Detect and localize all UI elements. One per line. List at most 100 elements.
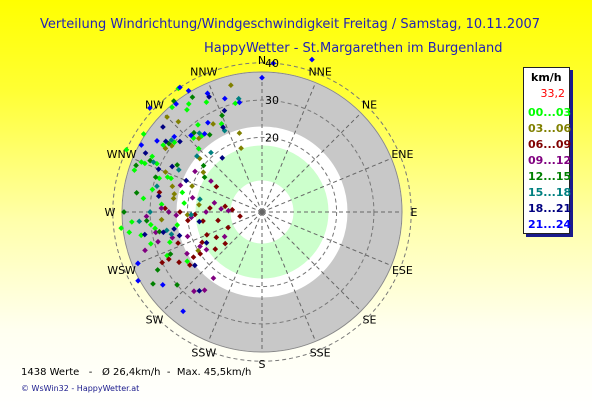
direction-label-s: S [259,358,266,371]
data-point [171,191,178,197]
data-point [169,104,175,111]
data-point [221,95,228,102]
legend-item-18-21: 18...21 [528,202,572,215]
data-point [164,174,171,180]
data-point [136,218,143,225]
direction-spoke [207,211,263,342]
data-point [174,282,180,288]
data-point [171,133,178,140]
data-point [168,231,175,238]
data-point [197,243,203,250]
legend-item-09-12: 09...12 [528,154,572,167]
direction-label-sse: SSE [310,346,331,359]
data-point [221,233,228,240]
data-point [210,275,217,281]
grid-circle [186,136,338,288]
data-point [219,112,225,119]
data-point [207,205,213,211]
data-point [152,229,159,236]
data-point [195,145,202,152]
data-point [183,177,190,184]
direction-label-nne: NNE [308,66,331,79]
data-point [170,195,177,202]
data-point [187,262,193,268]
data-point [194,153,200,159]
data-point [159,259,165,266]
data-point [196,135,202,142]
data-point [196,130,203,136]
data-point [177,209,183,215]
data-point [203,239,210,246]
data-point [169,183,176,190]
data-point [215,217,221,224]
data-point [213,234,220,241]
data-point [140,131,147,137]
chart-subtitle: HappyWetter - St.Margarethen im Burgenla… [204,41,503,56]
legend-item-15-18: 15...18 [528,186,572,199]
data-point [225,207,232,214]
data-point [141,231,148,238]
data-point [235,95,242,102]
data-point [160,124,166,130]
data-point [218,206,224,212]
data-point [138,142,145,148]
data-point [200,169,207,176]
data-point [155,166,162,173]
data-point [177,84,183,91]
data-point [237,213,243,220]
data-point [236,99,243,106]
data-point [149,153,156,160]
data-point [175,167,182,173]
data-point [201,131,208,137]
data-point [201,174,208,181]
data-point [167,239,173,246]
legend-item-03-06: 03...06 [528,122,572,135]
data-point [184,250,190,257]
data-point [222,240,229,247]
data-point [192,168,198,175]
data-point [189,194,196,201]
data-point [213,183,220,190]
speed-legend: km/h 33,2 00...03 03...06 06...09 09...1… [523,67,572,234]
data-point [225,224,231,231]
data-point [173,212,180,219]
data-point [164,114,170,120]
data-point [192,211,198,218]
data-point [150,281,156,287]
data-point [228,82,234,89]
data-point [149,186,156,193]
data-point [159,282,166,288]
direction-spoke [162,211,263,312]
direction-spoke [162,112,263,213]
data-point [203,246,210,253]
direction-spoke [261,112,362,213]
data-point [174,162,181,168]
data-point [154,138,160,144]
data-point [189,94,196,100]
data-point [128,219,135,225]
data-point [222,203,228,210]
data-point [152,174,159,180]
direction-label-ssw: SSW [191,346,216,359]
data-point [121,209,127,215]
legend-item-21-24: 21...24 [528,218,572,231]
data-point [210,121,216,127]
direction-spoke [132,211,263,267]
data-point [208,149,214,156]
direction-label-e: E [411,206,418,219]
grid-circle [112,62,412,362]
data-point [167,251,174,257]
data-point [176,232,183,239]
data-point [158,216,165,223]
direction-label-wnw: WNW [107,148,137,161]
data-point [219,155,226,161]
data-point [208,178,214,184]
data-point [184,212,191,218]
data-point [142,150,149,156]
data-point [162,145,169,152]
data-point [177,182,184,189]
radial-tick-label: 20 [265,131,279,144]
direction-label-wsw: WSW [107,264,136,277]
data-point [197,251,204,257]
data-point [143,213,150,220]
